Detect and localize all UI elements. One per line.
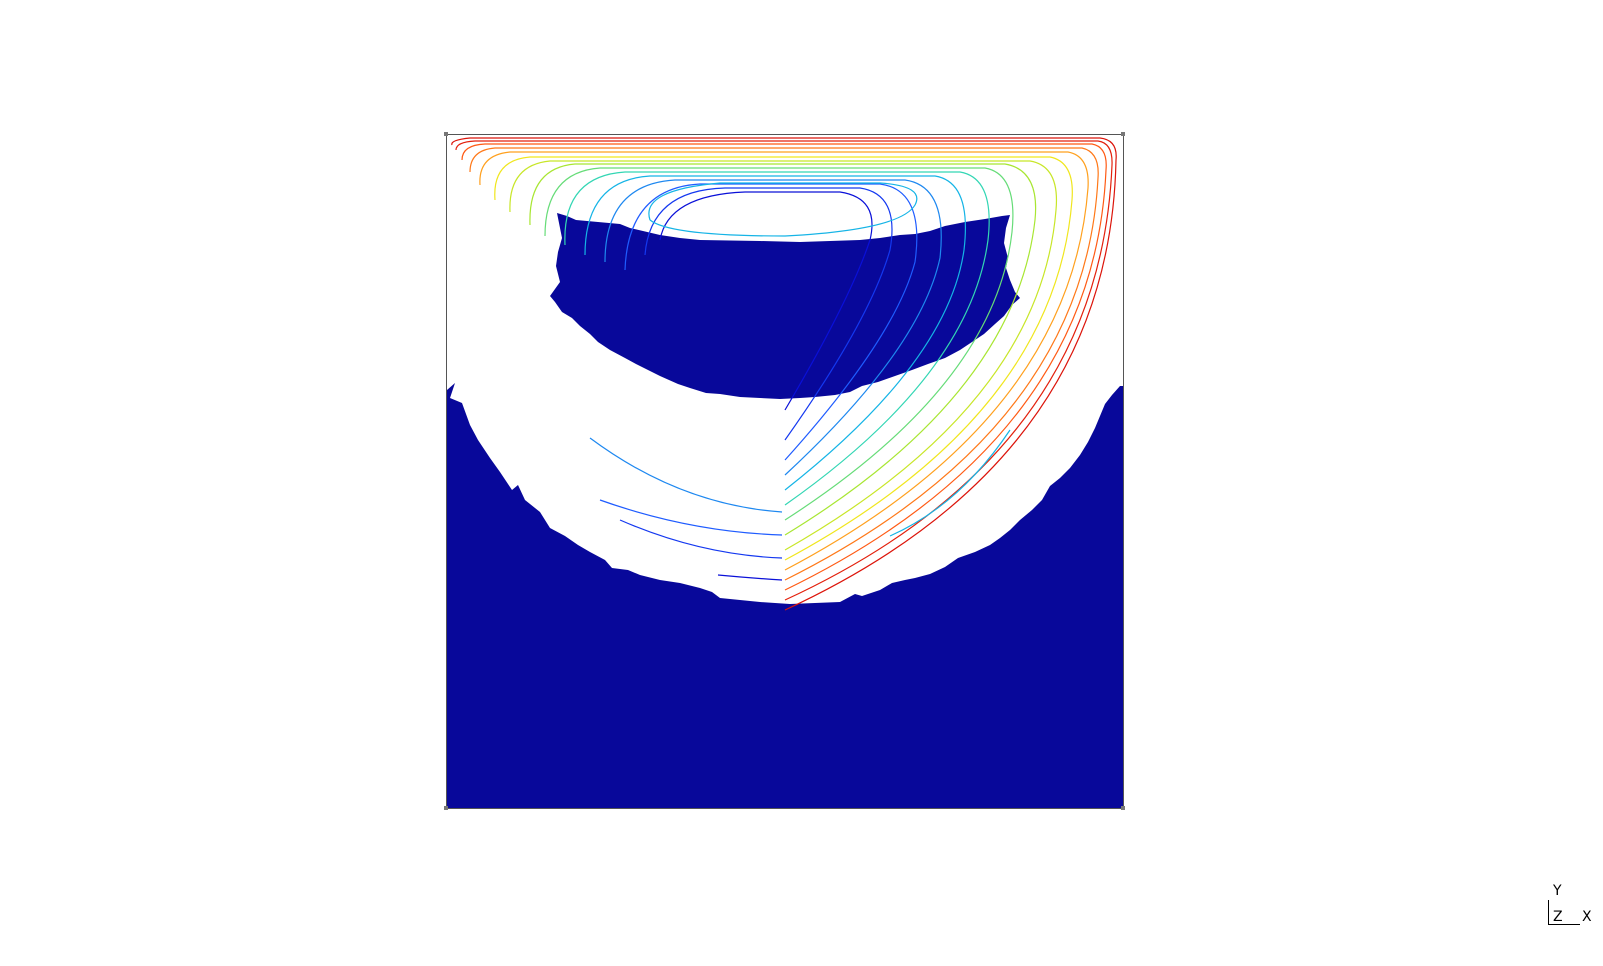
- streamline: [584, 175, 966, 491]
- streamline: [889, 429, 1011, 537]
- streamline: [589, 437, 783, 513]
- corner-marker: [444, 132, 448, 136]
- streamline: [451, 137, 1117, 611]
- lower-flow-region: [447, 383, 1123, 808]
- streamline: [648, 182, 918, 237]
- domain-frame: [446, 134, 1124, 809]
- streamline: [644, 187, 893, 441]
- streamlines: [451, 137, 1117, 611]
- streamline: [624, 183, 918, 461]
- streamline: [479, 151, 1089, 571]
- streamline: [494, 156, 1073, 561]
- orientation-axes: Y Z X: [1540, 884, 1600, 934]
- axis-x-line: [1548, 924, 1580, 925]
- axis-y-line: [1548, 900, 1549, 925]
- streamline: [509, 160, 1058, 551]
- streamline: [529, 163, 1037, 536]
- streamline: [619, 519, 783, 559]
- streamline: [717, 574, 783, 581]
- streamline: [461, 143, 1107, 591]
- upper-flow-region: [550, 213, 1020, 399]
- streamline: [564, 171, 990, 506]
- cavity-domain: [447, 137, 1123, 808]
- corner-marker: [444, 806, 448, 810]
- streamline: [469, 147, 1099, 581]
- corner-marker: [1121, 132, 1125, 136]
- streamline: [544, 167, 1014, 521]
- corner-marker: [1121, 806, 1125, 810]
- streamline: [604, 179, 942, 476]
- streamline: [599, 499, 783, 536]
- streamline: [659, 191, 873, 411]
- axis-x-label: X: [1582, 909, 1592, 925]
- axis-y-label: Y: [1553, 883, 1562, 899]
- axis-z-label: Z: [1553, 909, 1563, 925]
